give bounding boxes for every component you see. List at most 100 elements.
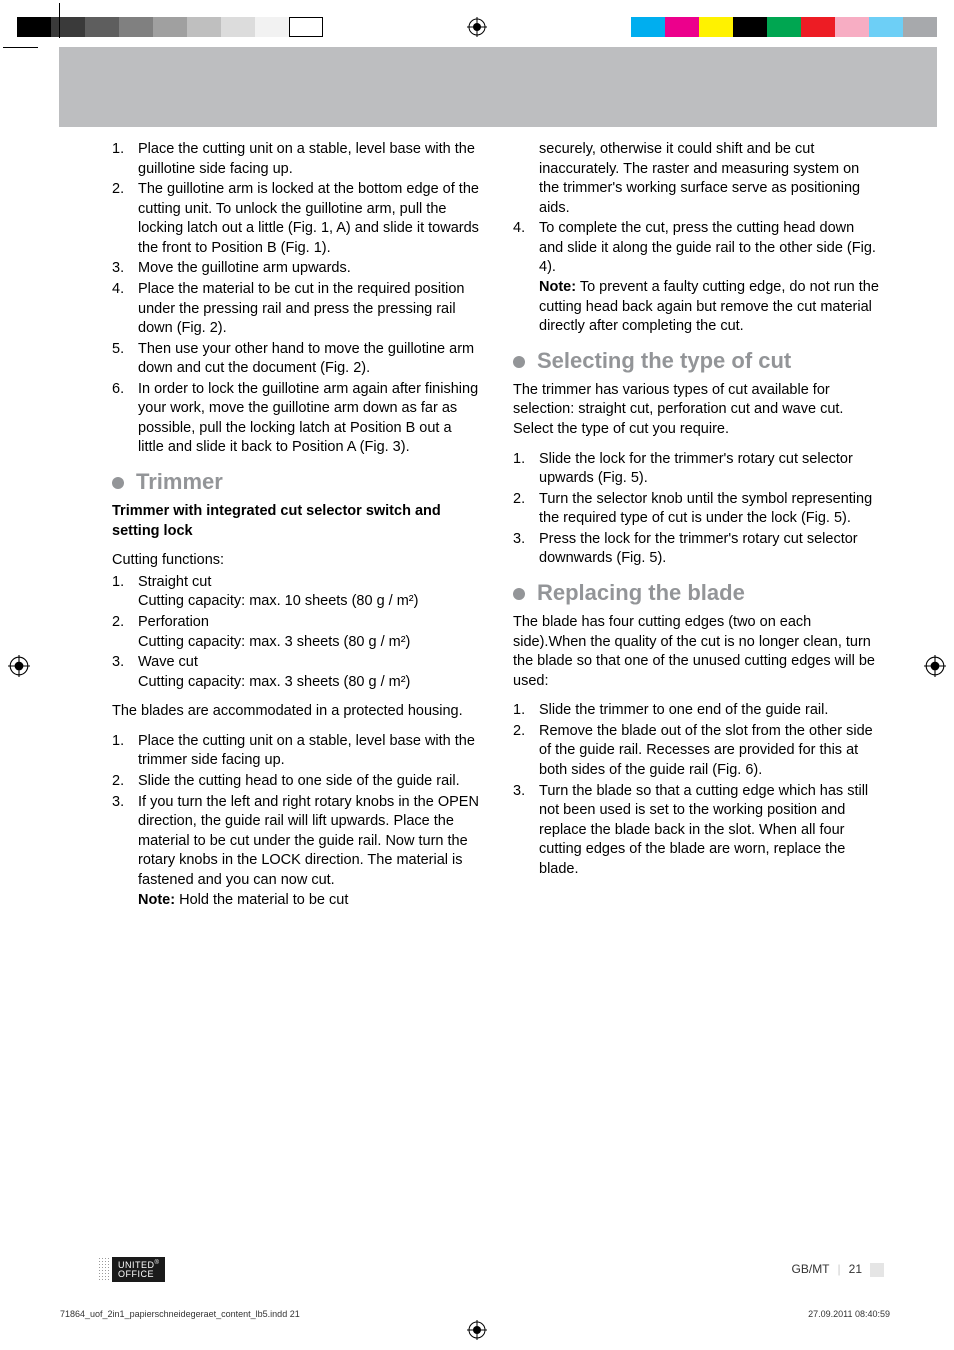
left-column: 1.Place the cutting unit on a stable, le… — [112, 140, 481, 911]
swatch — [631, 17, 665, 37]
item-number: 6. — [112, 380, 138, 458]
select-steps: 1.Slide the lock for the trimmer's rotar… — [513, 450, 882, 569]
page-number: GB/MT | 21 — [792, 1261, 884, 1277]
item-text: In order to lock the guillotine arm agai… — [138, 380, 481, 458]
blades-paragraph: The blades are accommodated in a protect… — [112, 702, 481, 722]
swatch — [903, 17, 937, 37]
continuation-text: securely, otherwise it could shift and b… — [513, 140, 882, 218]
item-number: 2. — [112, 613, 138, 652]
list-item: 3.If you turn the left and right rotary … — [112, 793, 481, 891]
item-text: Place the cutting unit on a stable, leve… — [138, 732, 481, 771]
item-text: Slide the trimmer to one end of the guid… — [539, 701, 882, 721]
right-column: securely, otherwise it could shift and b… — [513, 140, 882, 911]
section-heading: Trimmer — [112, 470, 481, 494]
swatch — [869, 17, 903, 37]
item-number: 4. — [112, 280, 138, 339]
list-item: 4.To complete the cut, press the cutting… — [513, 219, 882, 336]
item-number: 2. — [513, 490, 539, 529]
section-heading: Replacing the blade — [513, 581, 882, 605]
logo-dots-icon — [98, 1257, 110, 1282]
list-item: 3.Wave cutCutting capacity: max. 3 sheet… — [112, 653, 481, 692]
note-text: Hold the material to be cut — [175, 892, 348, 908]
swatch-row-left — [17, 17, 323, 37]
swatch — [85, 17, 119, 37]
swatch — [153, 17, 187, 37]
replace-paragraph: The blade has four cutting edges (two on… — [513, 613, 882, 691]
item-number: 1. — [513, 701, 539, 721]
item-number: 1. — [112, 140, 138, 179]
swatch — [221, 17, 255, 37]
item-number: 2. — [112, 180, 138, 258]
list-item: 2.The guillotine arm is locked at the bo… — [112, 180, 481, 258]
list-item: 1.Slide the trimmer to one end of the gu… — [513, 701, 882, 721]
heading-text: Replacing the blade — [537, 581, 745, 605]
trimmer-steps: 1.Place the cutting unit on a stable, le… — [112, 732, 481, 891]
list-item: 4.Place the material to be cut in the re… — [112, 280, 481, 339]
bullet-icon — [112, 477, 124, 489]
swatch — [51, 17, 85, 37]
list-item: 3.Press the lock for the trimmer's rotar… — [513, 530, 882, 569]
bullet-icon — [513, 356, 525, 368]
list-item: 2.PerforationCutting capacity: max. 3 sh… — [112, 613, 481, 652]
trimmer-step-4: 4.To complete the cut, press the cutting… — [513, 219, 882, 336]
content-area: 1.Place the cutting unit on a stable, le… — [112, 140, 882, 911]
swatch — [767, 17, 801, 37]
list-item: 5.Then use your other hand to move the g… — [112, 340, 481, 379]
item-text: Straight cutCutting capacity: max. 10 sh… — [138, 573, 481, 612]
registration-mark-icon — [467, 17, 487, 37]
list-item: 3.Turn the blade so that a cutting edge … — [513, 782, 882, 880]
swatch — [699, 17, 733, 37]
heading-text: Trimmer — [136, 470, 223, 494]
item-text: Slide the cutting head to one side of th… — [138, 772, 481, 792]
swatch — [17, 17, 51, 37]
item-text: Slide the lock for the trimmer's rotary … — [539, 450, 882, 489]
item-number: 5. — [112, 340, 138, 379]
meta-timestamp: 27.09.2011 08:40:59 — [808, 1308, 890, 1320]
item-text: Then use your other hand to move the gui… — [138, 340, 481, 379]
item-number: 1. — [112, 573, 138, 612]
item-number: 3. — [112, 653, 138, 692]
item-text: Remove the blade out of the slot from th… — [539, 722, 882, 781]
print-metadata: 71864_uof_2in1_papierschneidegeraet_cont… — [60, 1308, 890, 1320]
brand-logo: UNITED® OFFICE — [112, 1257, 165, 1282]
swatch — [801, 17, 835, 37]
swatch — [187, 17, 221, 37]
guillotine-steps: 1.Place the cutting unit on a stable, le… — [112, 140, 481, 458]
item-number: 1. — [112, 732, 138, 771]
logo-line2: OFFICE — [118, 1270, 159, 1279]
item-number: 2. — [513, 722, 539, 781]
list-item: 3.Move the guillotine arm upwards. — [112, 259, 481, 279]
bullet-icon — [513, 588, 525, 600]
swatch — [255, 17, 289, 37]
list-item: 1.Straight cutCutting capacity: max. 10 … — [112, 573, 481, 612]
note-line: Note: Hold the material to be cut — [112, 891, 481, 911]
note-text: To prevent a faulty cutting edge, do not… — [539, 279, 879, 334]
section-heading: Selecting the type of cut — [513, 349, 882, 373]
printer-marks-top — [0, 17, 954, 37]
item-text: Place the material to be cut in the requ… — [138, 280, 481, 339]
list-item: 2.Slide the cutting head to one side of … — [112, 772, 481, 792]
item-text: PerforationCutting capacity: max. 3 shee… — [138, 613, 481, 652]
swatch-row-right — [631, 17, 937, 37]
item-number: 1. — [513, 450, 539, 489]
registration-mark-icon — [8, 655, 30, 677]
item-number: 3. — [112, 259, 138, 279]
item-number: 3. — [513, 782, 539, 880]
item-number: 3. — [513, 530, 539, 569]
item-text: Press the lock for the trimmer's rotary … — [539, 530, 882, 569]
item-text: Turn the blade so that a cutting edge wh… — [539, 782, 882, 880]
sub-heading: Trimmer with integrated cut selector swi… — [112, 502, 481, 541]
page-box-icon — [870, 1263, 884, 1277]
swatch — [835, 17, 869, 37]
replace-steps: 1.Slide the trimmer to one end of the gu… — [513, 701, 882, 879]
page-footer: UNITED® OFFICE GB/MT | 21 — [112, 1257, 884, 1282]
note-label: Note: — [138, 892, 175, 908]
heading-text: Selecting the type of cut — [537, 349, 791, 373]
swatch — [733, 17, 767, 37]
list-item: 6.In order to lock the guillotine arm ag… — [112, 380, 481, 458]
item-number: 4. — [513, 219, 539, 336]
item-text: If you turn the left and right rotary kn… — [138, 793, 481, 891]
item-text: Place the cutting unit on a stable, leve… — [138, 140, 481, 179]
list-item: 1.Place the cutting unit on a stable, le… — [112, 140, 481, 179]
item-text: Turn the selector knob until the symbol … — [539, 490, 882, 529]
